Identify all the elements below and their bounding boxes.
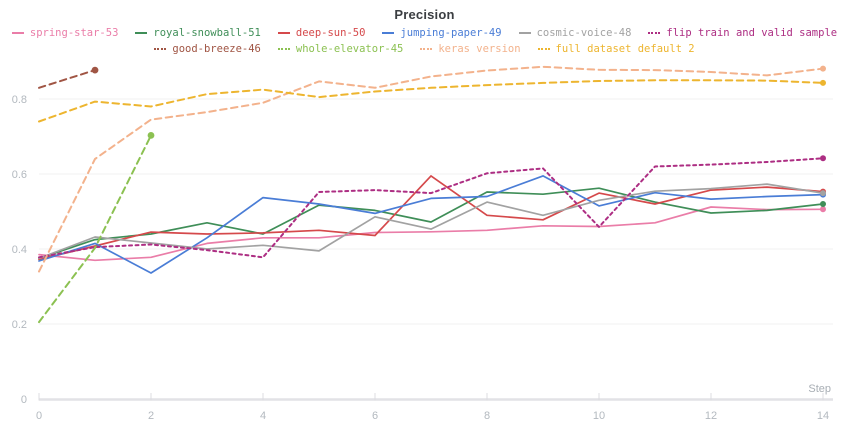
- legend-swatch-icon: [277, 48, 290, 50]
- series-end-dot-flip-train-and-valid-sample: [820, 155, 826, 162]
- x-tick-label: 0: [36, 410, 42, 422]
- series-line-good-breeze-46: [38, 69, 96, 89]
- legend-item-good-breeze-46[interactable]: good-breeze-46: [154, 43, 261, 55]
- series-line-keras-version: [38, 65, 824, 273]
- series-line-whole-elevator-45: [38, 134, 152, 324]
- legend-swatch-icon: [648, 32, 661, 34]
- legend-item-whole-elevator-45[interactable]: whole-elevator-45: [277, 43, 404, 55]
- series-line-full-dataset-default-2: [38, 79, 824, 123]
- legend-item-cosmic-voice-48[interactable]: cosmic-voice-48: [518, 27, 632, 39]
- x-tick-label: 10: [593, 410, 605, 422]
- legend-label: good-breeze-46: [172, 43, 261, 55]
- y-tick-label: 0.2: [12, 319, 27, 331]
- legend-label: flip train and valid sample: [666, 27, 838, 39]
- x-tick-label: 2: [148, 410, 154, 422]
- legend-item-spring-star-53[interactable]: spring-star-53: [11, 27, 119, 39]
- legend-label: spring-star-53: [29, 27, 119, 39]
- legend-label: keras version: [438, 43, 521, 55]
- x-tick-label: 6: [372, 410, 378, 422]
- x-tick-label: 12: [705, 410, 717, 422]
- y-tick-label: 0.8: [12, 94, 27, 106]
- series-line-royal-snowball-51: [38, 187, 824, 260]
- series-line-flip-train-and-valid-sample: [38, 157, 824, 259]
- legend-item-keras-version[interactable]: keras version: [420, 43, 521, 55]
- legend-swatch-icon: [382, 32, 395, 34]
- legend-swatch-icon: [154, 48, 167, 50]
- legend-swatch-icon: [135, 32, 148, 34]
- y-tick-label: 0.6: [12, 169, 27, 181]
- series-end-dot-spring-star-53: [820, 206, 826, 213]
- x-axis-label: Step: [808, 383, 831, 395]
- y-tick-label: 0.4: [12, 244, 27, 256]
- legend-label: jumping-paper-49: [400, 27, 502, 39]
- legend-label: royal-snowball-51: [153, 27, 261, 39]
- legend-item-jumping-paper-49[interactable]: jumping-paper-49: [382, 27, 502, 39]
- series-end-dot-whole-elevator-45: [147, 131, 155, 139]
- series-end-dot-good-breeze-46: [91, 66, 99, 74]
- series-end-dot-cosmic-voice-48: [820, 190, 826, 197]
- legend-item-deep-sun-50[interactable]: deep-sun-50: [277, 27, 366, 39]
- legend-item-royal-snowball-51[interactable]: royal-snowball-51: [135, 27, 261, 39]
- x-tick-label: 8: [484, 410, 490, 422]
- x-tick-label: 4: [260, 410, 266, 422]
- legend-row-1: spring-star-53 royal-snowball-51 deep-sun-…: [0, 27, 849, 39]
- series-line-jumping-paper-49: [38, 175, 824, 274]
- legend-swatch-icon: [420, 48, 433, 50]
- x-tick-label: 14: [817, 410, 829, 422]
- legend-swatch-icon: [11, 32, 24, 34]
- legend-swatch-icon: [518, 32, 531, 34]
- legend-label: deep-sun-50: [295, 27, 366, 39]
- series-line-cosmic-voice-48: [38, 183, 824, 260]
- y-tick-label: 0: [21, 394, 27, 406]
- series-end-dot-keras-version: [820, 65, 826, 72]
- legend-label: whole-elevator-45: [295, 43, 404, 55]
- legend-label: full dataset default 2: [555, 43, 695, 55]
- legend-item-flip-train-and-valid-sample[interactable]: flip train and valid sample: [648, 27, 837, 39]
- legend-row-2: good-breeze-46 whole-elevator-45 keras ver…: [0, 43, 849, 55]
- series-line-deep-sun-50: [38, 175, 824, 261]
- series-end-dot-full-dataset-default-2: [820, 79, 826, 86]
- series-end-dot-royal-snowball-51: [820, 201, 826, 207]
- chart-title: Precision: [394, 7, 455, 22]
- legend-item-full-dataset-default-2[interactable]: full dataset default 2: [537, 43, 695, 55]
- legend-label: cosmic-voice-48: [536, 27, 632, 39]
- series-line-spring-star-53: [38, 206, 824, 262]
- legend-swatch-icon: [277, 32, 290, 34]
- legend-swatch-icon: [537, 48, 550, 50]
